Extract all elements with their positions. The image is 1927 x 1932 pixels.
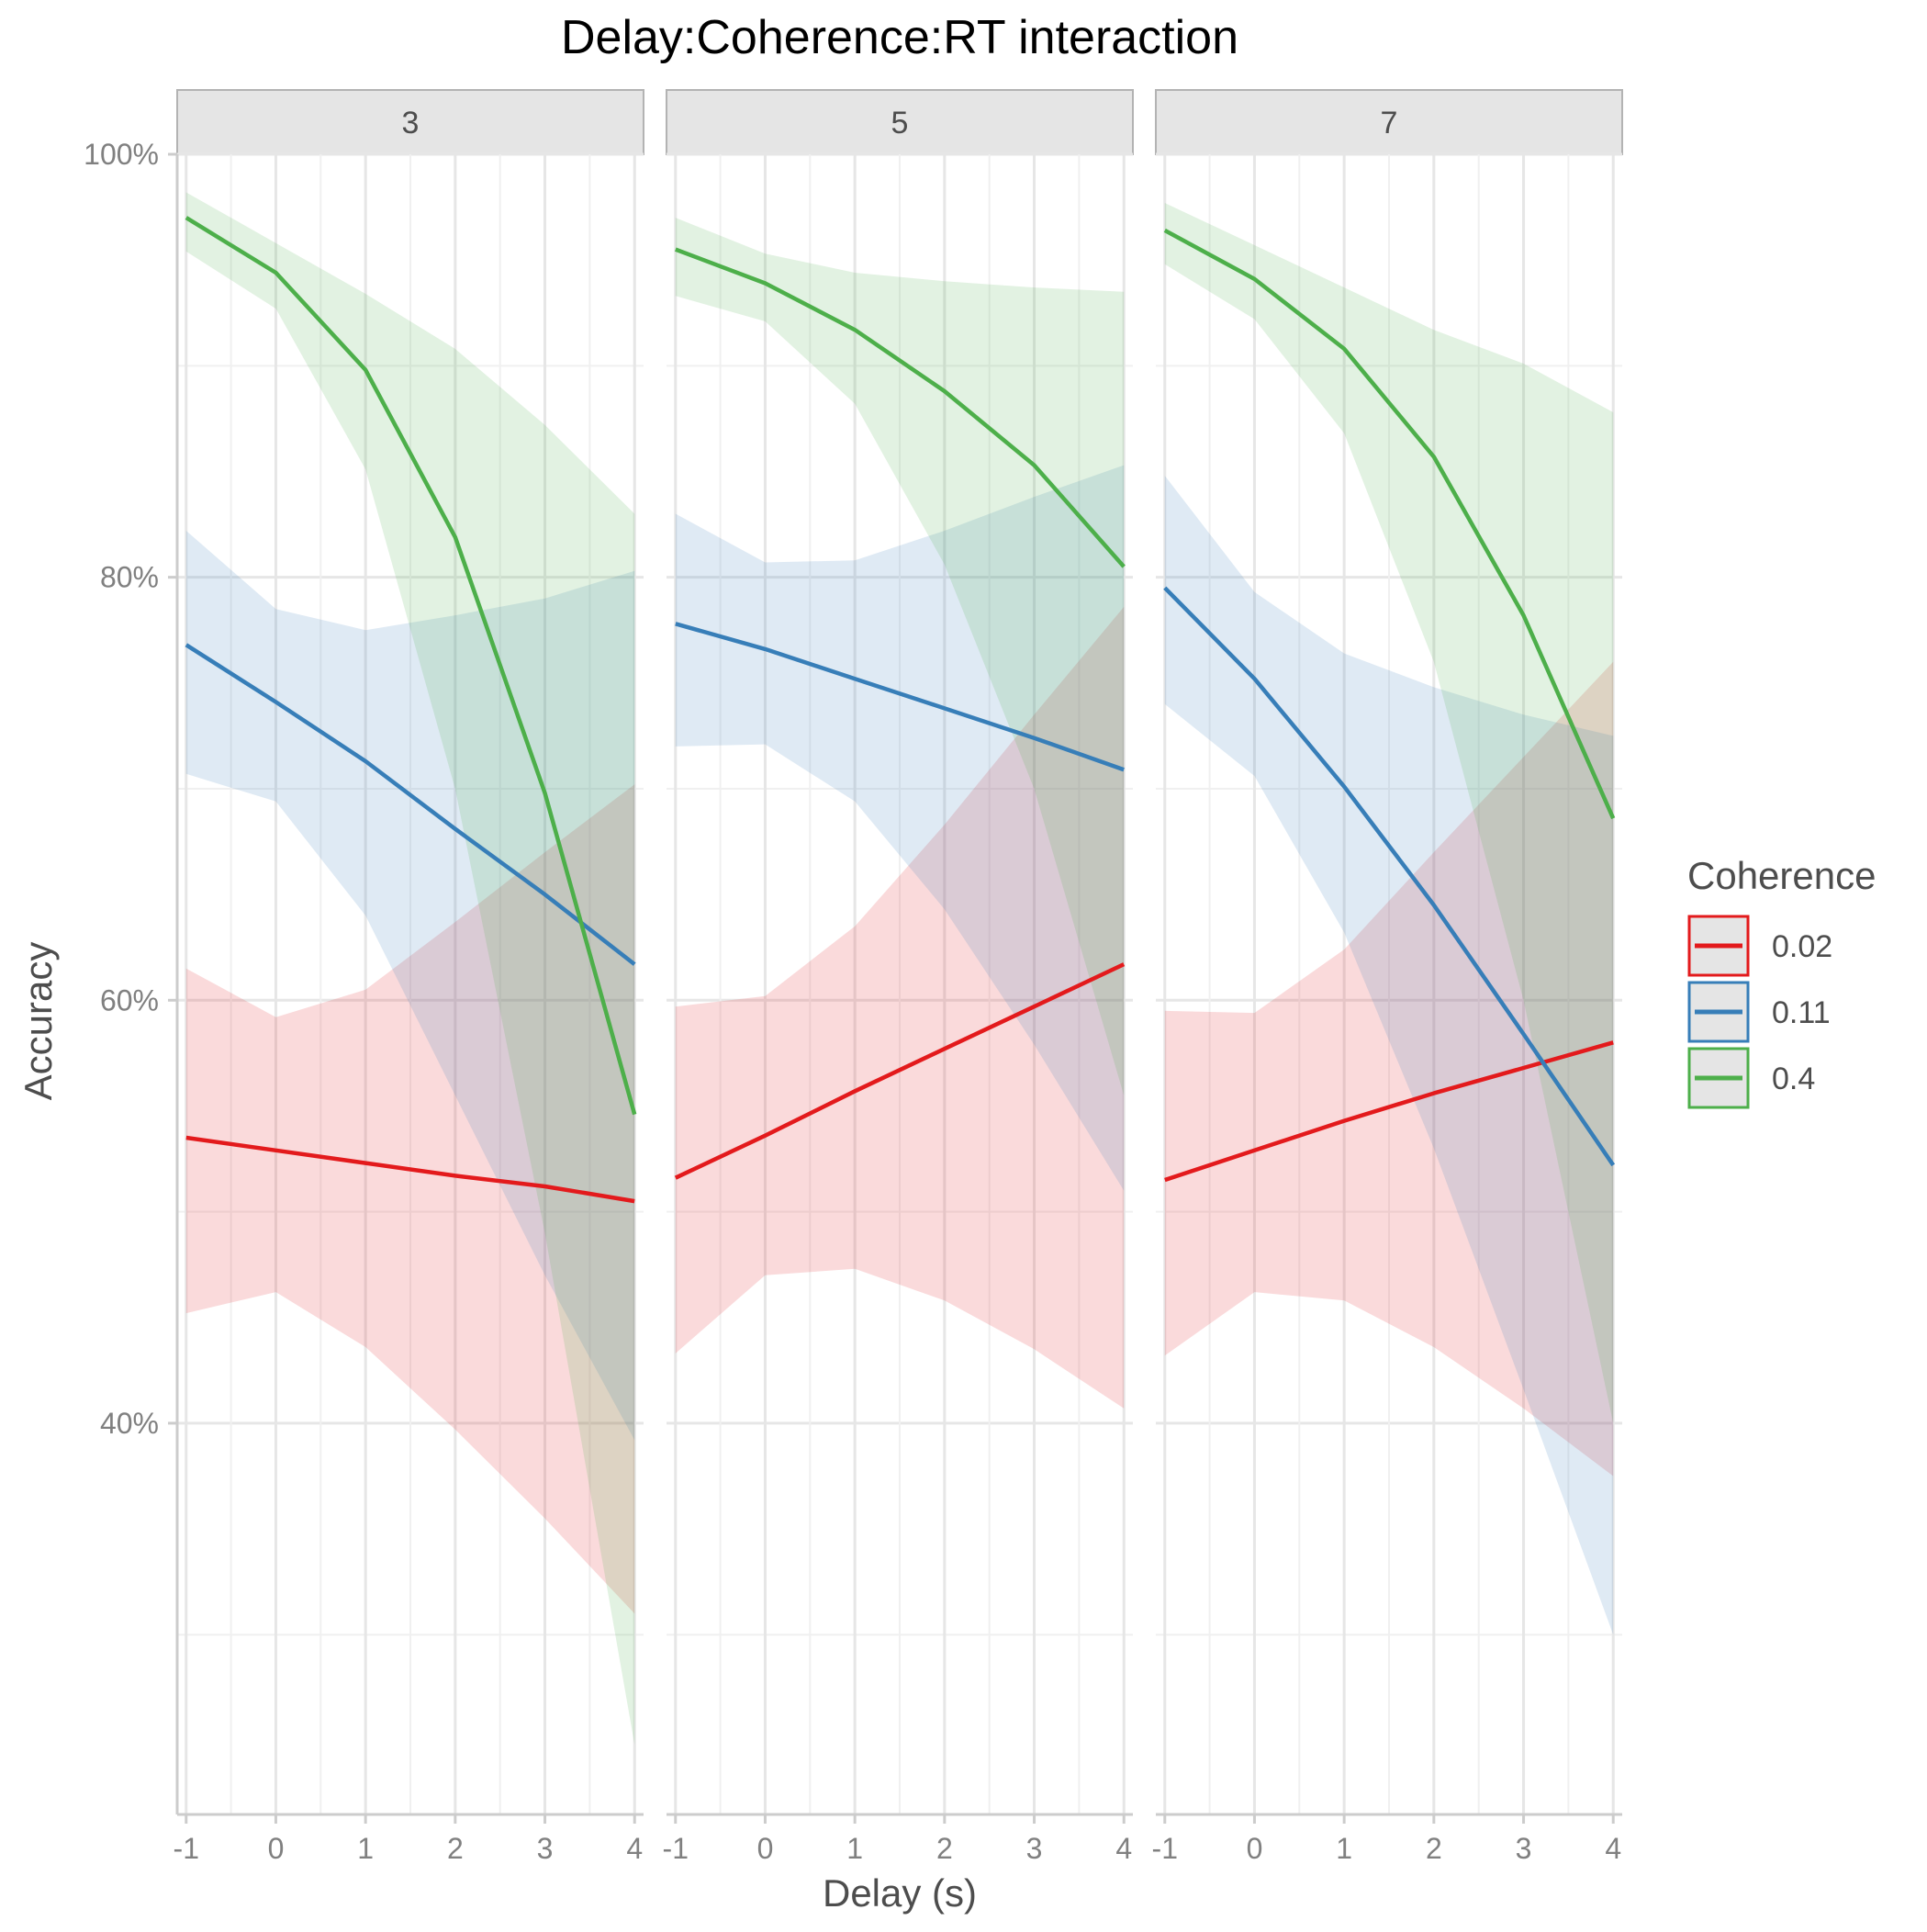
facet-panel-5: 5 -1 0 1 2 3 4 [663, 89, 1134, 1865]
legend-label: 0.11 [1772, 995, 1831, 1030]
facet-panel-3: 3 -1 0 1 2 3 4 [174, 89, 644, 1865]
facet-strip-label: 5 [891, 106, 909, 140]
x-tick-label: 3 [1026, 1832, 1043, 1865]
series-line-0.11 [675, 622, 1125, 772]
series-line-0.02 [185, 1135, 635, 1204]
series-lines [185, 216, 637, 1204]
x-tick-label: -1 [174, 1832, 199, 1865]
panel-grid [667, 152, 1133, 1814]
ribbon-0.4 [1164, 203, 1614, 1423]
x-tick-label: 0 [757, 1832, 774, 1865]
series-line-0.11 [185, 643, 636, 966]
series-line-0.4 [1163, 228, 1616, 820]
facet-strip [1155, 89, 1623, 155]
y-axis-label: Accuracy [17, 942, 60, 1101]
panel-grid [1156, 152, 1622, 1814]
series-line-0.11 [1163, 586, 1616, 1167]
legend-label: 0.02 [1772, 929, 1832, 964]
facet-strip [176, 89, 644, 155]
x-tick-label: 4 [1115, 1832, 1132, 1865]
facet-panels: 3 -1 0 1 2 3 4 5 -1 0 1 2 3 4 7 -1 0 1 2 3 4 [174, 89, 1623, 1865]
chart-title: Delay:Coherence:RT interaction [561, 11, 1238, 64]
facet-strip-label: 7 [1381, 106, 1398, 140]
ribbon-0.02 [185, 784, 635, 1614]
x-ticks: -1 0 1 2 3 4 [663, 1814, 1132, 1865]
ribbon-0.4 [675, 218, 1125, 1095]
x-tick-label: 2 [936, 1832, 953, 1865]
legend-label: 0.4 [1772, 1061, 1815, 1096]
y-tick-label: 80% [100, 561, 159, 594]
ribbon-0.11 [675, 465, 1125, 1191]
x-tick-label: 0 [1247, 1832, 1263, 1865]
x-tick-label: 3 [1516, 1832, 1532, 1865]
ribbon-0.4 [185, 192, 635, 1745]
confidence-ribbons [675, 218, 1125, 1409]
y-tick-label: 100% [84, 138, 159, 171]
y-axis: 40% 60% 80% 100% [84, 138, 177, 1440]
x-tick-label: 3 [537, 1832, 554, 1865]
legend-items: 0.02 0.11 0.4 [1687, 915, 1832, 1109]
facet-strip [666, 89, 1134, 155]
facet-strip-label: 3 [402, 106, 420, 140]
legend-item-0.4: 0.4 [1687, 1047, 1815, 1109]
series-lines [674, 247, 1126, 1180]
y-tick-label: 40% [100, 1407, 159, 1440]
ribbon-0.02 [1164, 661, 1614, 1477]
confidence-ribbons [185, 192, 635, 1745]
x-tick-label: 4 [1605, 1832, 1621, 1865]
confidence-ribbons [1164, 203, 1614, 1635]
ribbon-0.02 [675, 606, 1125, 1409]
panel-grid [177, 152, 644, 1814]
x-tick-label: -1 [663, 1832, 689, 1865]
x-axis-label: Delay (s) [823, 1871, 977, 1915]
x-tick-label: 1 [1336, 1832, 1352, 1865]
legend-item-0.02: 0.02 [1687, 915, 1832, 977]
facet-panel-7: 7 -1 0 1 2 3 4 [1152, 89, 1623, 1865]
legend-item-0.11: 0.11 [1687, 981, 1831, 1043]
x-ticks: -1 0 1 2 3 4 [1152, 1814, 1621, 1865]
legend-title: Coherence [1687, 854, 1876, 897]
series-line-0.4 [185, 216, 637, 1116]
x-tick-label: -1 [1152, 1832, 1178, 1865]
x-tick-label: 2 [447, 1832, 464, 1865]
legend: Coherence 0.02 0.11 0.4 [1687, 854, 1876, 1109]
y-tick-label: 60% [100, 983, 159, 1017]
x-tick-label: 1 [357, 1832, 374, 1865]
series-line-0.4 [675, 247, 1126, 568]
series-line-0.02 [674, 962, 1126, 1180]
ribbon-0.11 [1164, 476, 1614, 1635]
x-ticks: -1 0 1 2 3 4 [174, 1814, 643, 1865]
ribbon-0.11 [185, 531, 635, 1441]
x-tick-label: 0 [268, 1832, 285, 1865]
x-tick-label: 2 [1426, 1832, 1442, 1865]
x-tick-label: 4 [626, 1832, 643, 1865]
x-tick-label: 1 [846, 1832, 863, 1865]
series-line-0.02 [1164, 1040, 1614, 1183]
series-lines [1163, 228, 1616, 1183]
